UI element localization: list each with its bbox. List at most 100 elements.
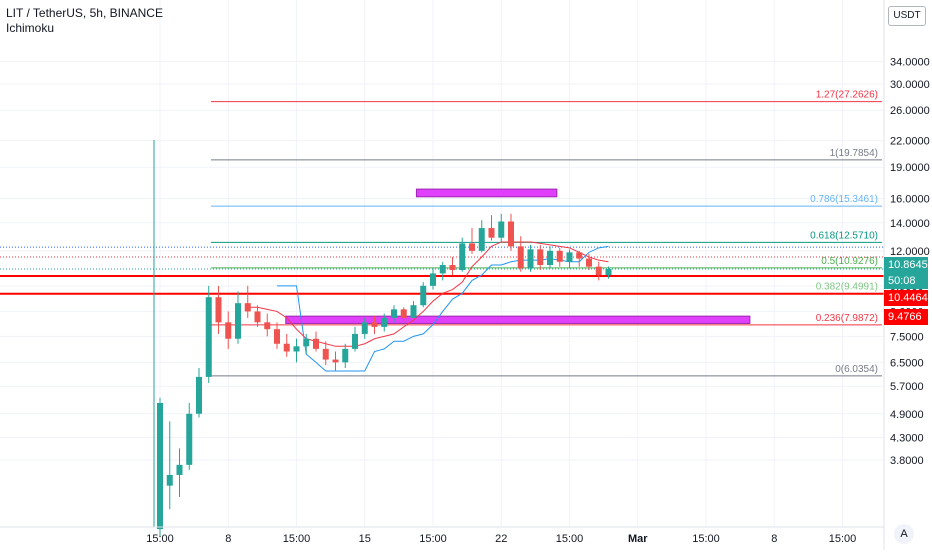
auto-scale-button[interactable]: A	[894, 524, 914, 544]
candle-body	[576, 252, 583, 259]
candle-body	[244, 303, 251, 312]
candle-body	[352, 333, 358, 349]
time-tick-label: 15:00	[692, 533, 720, 545]
price-tick-label: 4.3000	[890, 433, 924, 445]
candle	[176, 448, 183, 498]
indicator-label[interactable]: Ichimoku	[6, 21, 55, 35]
candle	[332, 351, 339, 371]
candle	[566, 249, 573, 269]
time-tick-label: 15:00	[146, 533, 174, 545]
price-tick-label: 16.0000	[890, 194, 930, 206]
candle-body	[293, 346, 300, 352]
candle-body	[410, 305, 417, 318]
fib-level-label: 0.786(15.3461)	[810, 194, 878, 205]
time-tick-label: 22	[495, 533, 507, 545]
candle-body	[537, 249, 544, 266]
fib-level-label: 0.5(10.9276)	[821, 256, 878, 267]
price-tick-label: 26.0000	[890, 105, 930, 117]
candle	[508, 213, 514, 251]
candle-body	[556, 250, 563, 262]
price-tick-label: 3.8000	[890, 455, 924, 467]
countdown-tag: 50:08	[884, 273, 928, 289]
price-tick-label: 4.9000	[890, 409, 924, 421]
candle	[371, 315, 378, 334]
fib-level-label: 0.236(7.9872)	[816, 313, 878, 324]
fib-level-label: 0.382(9.4991)	[816, 281, 878, 292]
grid-lines	[0, 0, 884, 527]
candle-body	[605, 268, 612, 276]
candle	[303, 333, 310, 355]
candle	[283, 333, 290, 357]
candle	[576, 250, 583, 267]
candle	[313, 331, 319, 352]
price-tick-label: 22.0000	[890, 136, 930, 148]
candle-body	[420, 285, 427, 306]
price-tick-label: 7.5000	[890, 331, 924, 343]
candle-body	[157, 402, 163, 530]
candle	[527, 244, 534, 272]
time-tick-label: 15	[359, 533, 371, 545]
candle-body	[166, 474, 173, 486]
candle	[322, 341, 329, 366]
candle	[410, 301, 417, 321]
candle-body	[361, 322, 368, 334]
candle	[352, 326, 358, 352]
candle	[391, 305, 397, 323]
candle	[400, 307, 407, 323]
candle	[420, 282, 427, 308]
ichimoku-lines	[247, 241, 609, 372]
candle-body	[527, 249, 534, 269]
candle	[449, 257, 456, 276]
candle	[205, 285, 212, 384]
candle	[381, 313, 388, 332]
candle-body	[254, 311, 261, 323]
candle	[556, 247, 563, 267]
candle-body	[215, 297, 222, 323]
candle	[605, 266, 612, 279]
candle-body	[439, 265, 446, 274]
candle-body	[547, 250, 553, 266]
last-price-tag: 10.8645	[884, 257, 928, 273]
fib-level-label: 1.27(27.2626)	[816, 90, 878, 101]
candle-body	[332, 359, 339, 363]
candle-body	[498, 221, 505, 238]
candle	[166, 421, 173, 510]
candle	[225, 311, 232, 349]
candle-body	[381, 317, 388, 327]
candle-body	[186, 413, 193, 465]
candle	[595, 261, 602, 281]
fibonacci-retracement: 1.27(27.2626) 1(19.7854) 0.786(15.3461) 0.6…	[211, 90, 882, 377]
candle-body	[225, 322, 232, 339]
candles	[157, 213, 612, 537]
price-tick-label: 14.0000	[890, 218, 930, 230]
candle	[361, 317, 368, 339]
candle	[459, 237, 466, 272]
candle	[547, 246, 553, 269]
candle	[215, 285, 222, 334]
candle-body	[566, 252, 573, 262]
candle-body	[303, 338, 310, 347]
candle-body	[459, 243, 466, 271]
highlight-zone	[285, 315, 751, 324]
time-tick-label: 15:00	[419, 533, 447, 545]
candle	[478, 220, 485, 253]
currency-selector[interactable]: USDT	[888, 6, 926, 26]
time-axis: 15:00 8 15:00 15 15:00 22 15:00 Mar 15:00 8 15:00	[0, 526, 884, 545]
highlight-zone	[415, 188, 558, 198]
candle-body	[283, 343, 290, 352]
candle	[439, 261, 446, 281]
candle-body	[235, 303, 241, 339]
symbol-label[interactable]: LIT / TetherUS, 5h, BINANCE	[6, 6, 163, 20]
fib-level-label: 0.618(12.5710)	[810, 230, 878, 241]
candle-body	[469, 243, 475, 251]
candle	[517, 236, 524, 272]
candle-body	[430, 273, 436, 286]
candle-body	[517, 246, 524, 269]
price-tick-label: 6.5000	[890, 357, 924, 369]
red-line-price-tag-1: 10.4464	[884, 290, 928, 306]
candle	[264, 313, 271, 337]
candle-body	[274, 329, 280, 344]
price-tick-label: 5.7000	[890, 381, 924, 393]
